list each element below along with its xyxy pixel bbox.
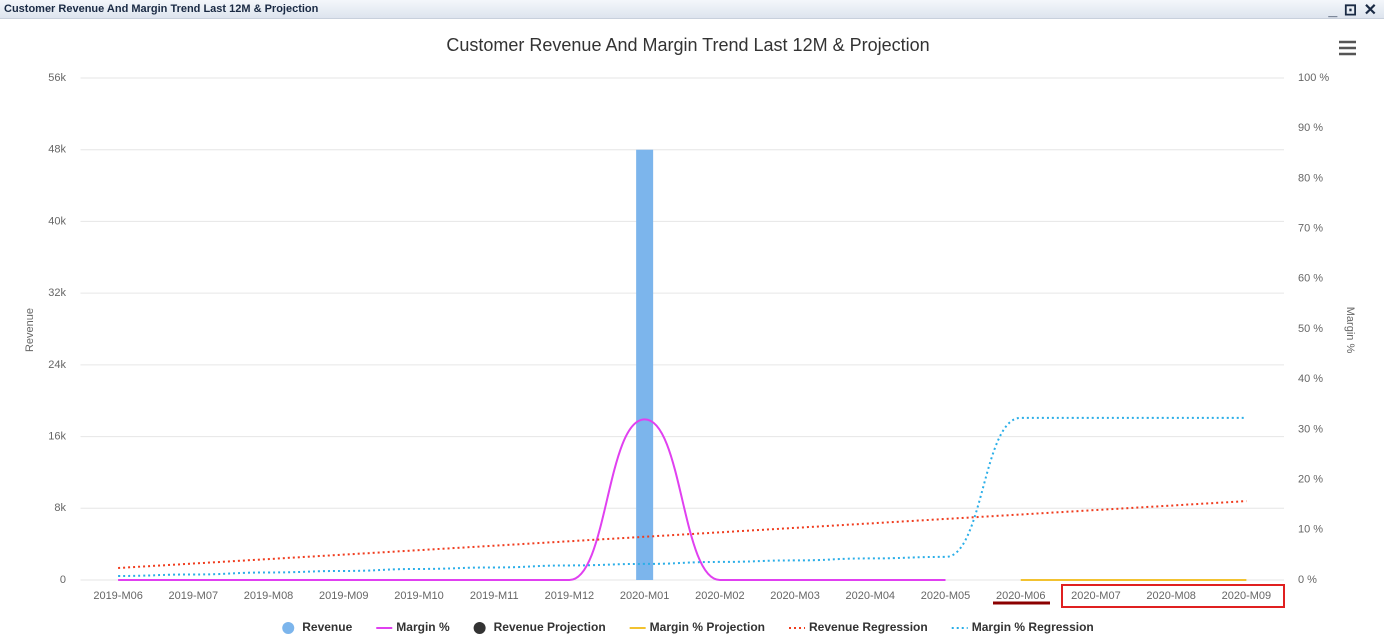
y2-tick-label: 80 % <box>1298 172 1323 184</box>
x-tick-label: 2020-M04 <box>846 590 896 602</box>
window-controls[interactable]: _ ⊡ ✕ <box>1328 2 1378 19</box>
y2-tick-label: 100 % <box>1298 72 1329 84</box>
projection-highlight-box <box>1061 584 1285 608</box>
series-line <box>118 418 946 582</box>
x-tick-label: 2019-M08 <box>244 590 294 602</box>
y2-tick-label: 90 % <box>1298 122 1323 134</box>
legend-item[interactable]: Margin % Regression <box>951 620 1094 634</box>
window-title: Customer Revenue And Margin Trend Last 1… <box>4 3 319 15</box>
y2-axis-title: Margin % <box>1344 307 1356 354</box>
window-title-bar: Customer Revenue And Margin Trend Last 1… <box>0 0 1384 19</box>
legend-label: Margin % Regression <box>972 620 1094 634</box>
x-tick-label: 2019-M12 <box>545 590 595 602</box>
x-tick-label: 2019-M07 <box>169 590 219 602</box>
legend-item[interactable]: Revenue <box>282 620 353 634</box>
legend-item[interactable]: Revenue Projection <box>473 620 606 634</box>
legend-symbol <box>473 622 486 634</box>
legend-item[interactable]: Margin % Projection <box>629 620 765 634</box>
x-tick-label: 2020-M06 <box>996 590 1046 602</box>
y-tick-label: 16k <box>48 430 66 442</box>
y-tick-label: 32k <box>48 287 66 299</box>
y-tick-label: 56k <box>48 72 66 84</box>
y2-tick-label: 0 % <box>1298 574 1317 586</box>
y-tick-label: 24k <box>48 359 66 371</box>
x-tick-label: 2019-M10 <box>394 590 444 602</box>
y-axis-title: Revenue <box>24 308 36 352</box>
y2-tick-label: 10 % <box>1298 524 1323 536</box>
y2-tick-label: 30 % <box>1298 423 1323 435</box>
menu-icon[interactable] <box>1339 40 1356 56</box>
y-tick-label: 40k <box>48 215 66 227</box>
legend-label: Revenue <box>302 620 352 634</box>
legend-label: Revenue Regression <box>809 620 928 634</box>
legend-label: Revenue Projection <box>494 620 606 634</box>
x-tick-label: 2020-M01 <box>620 590 670 602</box>
x-tick-label: 2020-M05 <box>921 590 971 602</box>
bar <box>636 149 654 580</box>
legend-label: Margin % <box>396 620 450 634</box>
x-tick-label: 2020-M03 <box>770 590 820 602</box>
y2-tick-label: 50 % <box>1298 323 1323 335</box>
chart-title: Customer Revenue And Margin Trend Last 1… <box>446 35 929 55</box>
x-tick-label: 2019-M06 <box>93 590 143 602</box>
x-tick-label: 2020-M08 <box>1146 590 1196 602</box>
y2-tick-label: 20 % <box>1298 474 1323 486</box>
legend: Revenue Margin % Revenue Projection Margin … <box>282 620 1094 634</box>
y2-tick-label: 60 % <box>1298 273 1323 285</box>
y-tick-label: 0 <box>60 574 66 586</box>
y-tick-label: 8k <box>54 502 66 514</box>
x-tick-label: 2019-M11 <box>470 590 519 602</box>
legend-item[interactable]: Margin % <box>376 620 450 634</box>
x-tick-label: 2019-M09 <box>319 590 369 602</box>
legend-symbol <box>282 622 295 634</box>
legend-label: Margin % Projection <box>650 620 765 634</box>
x-tick-label: 2020-M09 <box>1222 590 1272 602</box>
y-tick-label: 48k <box>48 144 66 156</box>
x-tick-label: 2020-M02 <box>695 590 745 602</box>
y2-tick-label: 40 % <box>1298 373 1323 385</box>
x-tick-label: 2020-M07 <box>1071 590 1121 602</box>
legend-item[interactable]: Revenue Regression <box>789 620 928 634</box>
series-line <box>118 500 1247 569</box>
y2-tick-label: 70 % <box>1298 223 1323 235</box>
series-line <box>118 416 1247 577</box>
